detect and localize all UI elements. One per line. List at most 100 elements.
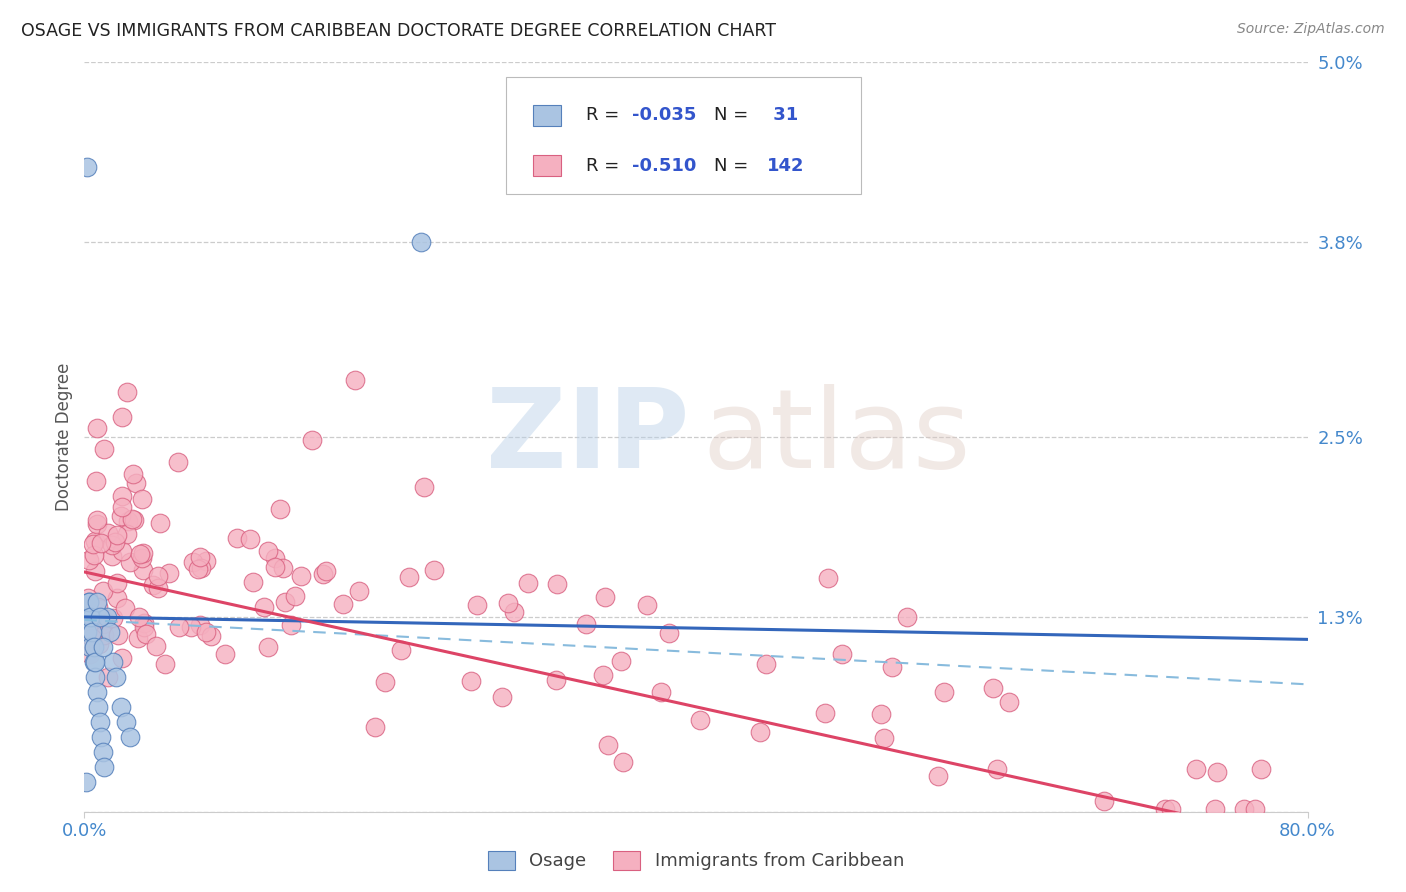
Point	[77, 591, 100, 606]
Point	[612, 755, 634, 769]
Point	[83, 548, 105, 562]
Point	[389, 642, 412, 657]
Point	[132, 546, 155, 560]
Point	[75, 774, 97, 789]
Point	[79, 648, 101, 662]
Point	[93, 628, 115, 642]
Point	[239, 532, 262, 546]
Point	[1233, 802, 1256, 816]
Point	[77, 595, 100, 609]
Point	[194, 554, 217, 568]
Point	[122, 513, 145, 527]
Point	[89, 610, 111, 624]
Point	[83, 655, 105, 669]
Point	[180, 620, 202, 634]
Point	[257, 544, 280, 558]
Point	[105, 591, 128, 605]
Point	[1094, 794, 1116, 808]
Point	[225, 531, 247, 545]
Point	[96, 610, 118, 624]
Point	[79, 610, 101, 624]
Point	[814, 706, 837, 720]
Point	[84, 655, 107, 669]
Point	[100, 549, 122, 564]
Text: N =: N =	[714, 106, 754, 124]
Point	[128, 610, 150, 624]
Point	[89, 714, 111, 729]
Point	[84, 670, 107, 684]
Text: atlas: atlas	[702, 384, 970, 491]
Point	[831, 648, 853, 662]
Point	[105, 528, 128, 542]
Point	[280, 618, 302, 632]
Point	[274, 595, 297, 609]
FancyBboxPatch shape	[533, 155, 561, 177]
Point	[86, 595, 108, 609]
Point	[214, 647, 236, 661]
Point	[84, 474, 107, 488]
Point	[115, 527, 138, 541]
Point	[1154, 802, 1177, 816]
Point	[93, 613, 115, 627]
Text: 142: 142	[766, 157, 804, 175]
Point	[103, 655, 125, 669]
Point	[1204, 802, 1226, 816]
Point	[981, 681, 1004, 696]
Text: R =: R =	[586, 106, 624, 124]
Point	[167, 620, 190, 634]
Point	[264, 550, 287, 565]
Point	[91, 583, 114, 598]
Legend: Osage, Immigrants from Caribbean: Osage, Immigrants from Caribbean	[481, 844, 911, 878]
Point	[111, 489, 134, 503]
Point	[817, 571, 839, 585]
Point	[80, 624, 103, 639]
FancyBboxPatch shape	[506, 78, 860, 194]
Point	[257, 640, 280, 654]
Point	[114, 601, 136, 615]
Point	[496, 596, 519, 610]
Point	[575, 617, 598, 632]
Point	[75, 610, 97, 624]
Point	[349, 583, 371, 598]
Point	[104, 535, 127, 549]
Point	[1205, 764, 1227, 779]
Point	[413, 480, 436, 494]
Point	[110, 500, 132, 514]
Point	[188, 618, 211, 632]
Point	[142, 578, 165, 592]
Point	[194, 625, 217, 640]
Point	[76, 161, 98, 175]
Point	[87, 637, 110, 651]
Point	[114, 714, 136, 729]
Point	[284, 589, 307, 603]
Point	[1160, 802, 1182, 816]
Point	[146, 569, 169, 583]
Point	[544, 673, 567, 687]
Point	[87, 699, 110, 714]
Y-axis label: Doctorate Degree: Doctorate Degree	[55, 363, 73, 511]
Point	[132, 620, 155, 634]
Point	[82, 537, 104, 551]
Text: -0.510: -0.510	[633, 157, 697, 175]
Point	[200, 629, 222, 643]
Text: OSAGE VS IMMIGRANTS FROM CARIBBEAN DOCTORATE DEGREE CORRELATION CHART: OSAGE VS IMMIGRANTS FROM CARIBBEAN DOCTO…	[21, 22, 776, 40]
Point	[118, 556, 141, 570]
Point	[896, 609, 918, 624]
Point	[91, 640, 114, 654]
Point	[90, 730, 112, 744]
Point	[83, 640, 105, 654]
Point	[188, 550, 211, 565]
Point	[86, 513, 108, 527]
Point	[460, 673, 482, 688]
Point	[97, 526, 120, 541]
Point	[101, 538, 124, 552]
Point	[610, 654, 633, 668]
Point	[105, 575, 128, 590]
Point	[312, 567, 335, 582]
Point	[364, 720, 387, 734]
Point	[110, 409, 132, 424]
Point	[242, 574, 264, 589]
Point	[592, 668, 614, 682]
Point	[146, 581, 169, 595]
Point	[131, 550, 153, 565]
